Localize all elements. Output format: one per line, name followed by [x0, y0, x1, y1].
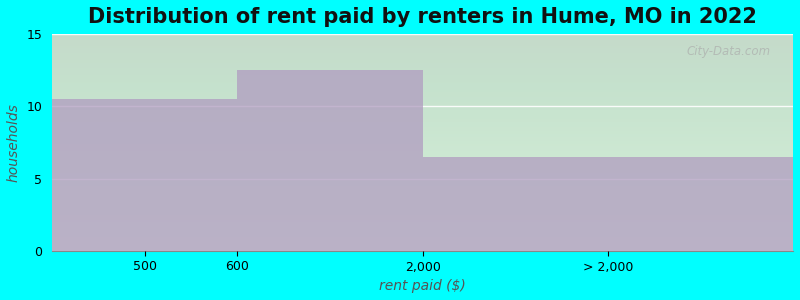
Text: City-Data.com: City-Data.com [686, 45, 771, 58]
Bar [52, 99, 238, 251]
Y-axis label: households: households [7, 103, 21, 182]
Bar [422, 157, 793, 251]
Bar [238, 70, 422, 251]
Title: Distribution of rent paid by renters in Hume, MO in 2022: Distribution of rent paid by renters in … [88, 7, 757, 27]
X-axis label: rent paid ($): rent paid ($) [379, 279, 466, 293]
